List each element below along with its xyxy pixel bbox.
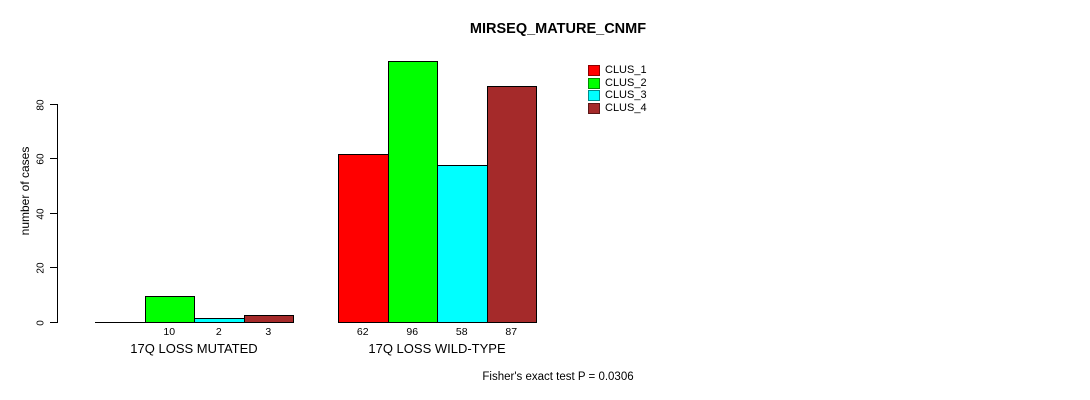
bar-value-label: 87 <box>505 326 518 338</box>
bar-value-label: 3 <box>265 326 272 338</box>
y-axis-tick-label: 80 <box>35 98 47 111</box>
bar-clus_4-group2 <box>486 86 537 323</box>
legend-label: CLUS_1 <box>605 63 647 76</box>
y-axis-tick <box>50 158 57 159</box>
y-axis-line <box>57 104 58 323</box>
group-label: 17Q LOSS WILD-TYPE <box>368 341 506 356</box>
legend-label: CLUS_2 <box>605 76 647 89</box>
bar-clus_1-group2 <box>338 154 389 323</box>
bar-value-label: 62 <box>356 326 369 338</box>
y-axis-tick <box>50 104 57 105</box>
legend-swatch-clus_3 <box>588 90 600 102</box>
y-axis-label: number of cases <box>18 146 32 236</box>
legend-label: CLUS_4 <box>605 102 647 115</box>
y-axis-tick-label: 60 <box>35 152 47 165</box>
legend-item: CLUS_2 <box>588 77 647 90</box>
bar-clus_2-group2 <box>387 61 438 323</box>
bar-value-label: 58 <box>455 326 468 338</box>
y-axis-tick <box>50 213 57 214</box>
y-axis-tick-label: 40 <box>35 207 47 220</box>
bar-clus_3-group2 <box>437 165 488 323</box>
bar-clus_4-group1 <box>243 315 294 323</box>
y-axis-tick-label: 20 <box>35 261 47 274</box>
chart-title: MIRSEQ_MATURE_CNMF <box>469 21 647 37</box>
y-axis-tick <box>50 322 57 323</box>
y-axis-tick <box>50 267 57 268</box>
legend-item: CLUS_3 <box>588 90 647 103</box>
legend-label: CLUS_3 <box>605 89 647 102</box>
bar-clus_2-group1 <box>144 296 195 323</box>
legend-swatch-clus_2 <box>588 77 600 89</box>
bar-value-label: 10 <box>163 326 176 338</box>
bar-value-label: 96 <box>406 326 419 338</box>
legend-swatch-clus_4 <box>588 103 600 115</box>
legend-item: CLUS_4 <box>588 102 647 115</box>
group-label: 17Q LOSS MUTATED <box>130 341 258 356</box>
bar-value-label: 2 <box>215 326 222 338</box>
stat-annotation: Fisher's exact test P = 0.0306 <box>482 371 634 383</box>
legend-swatch-clus_1 <box>588 64 600 76</box>
y-axis-tick-label: 0 <box>35 319 47 326</box>
legend-item: CLUS_1 <box>588 64 647 77</box>
legend: CLUS_1 CLUS_2 CLUS_3 CLUS_4 <box>588 64 647 115</box>
bar-clus_3-group1 <box>194 318 245 323</box>
